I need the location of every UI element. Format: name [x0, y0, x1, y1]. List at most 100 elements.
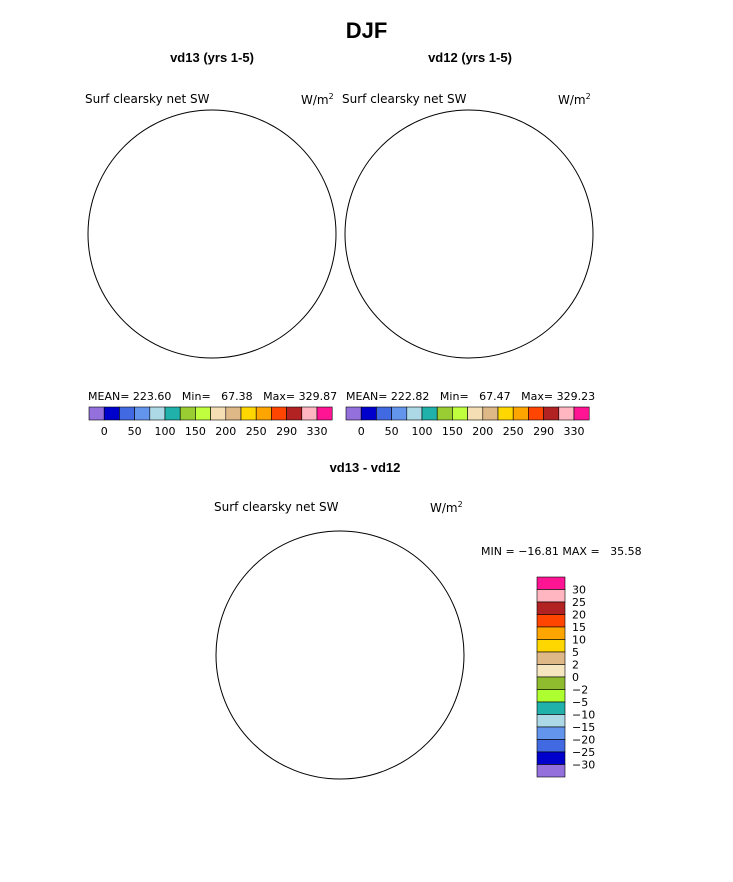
diff-colorbar-swatch: [536, 751, 566, 765]
panel2-max-label: Max=: [521, 390, 554, 403]
panel2-colorbar-swatch: [421, 406, 438, 421]
panel1-ocean-field: [300, 344, 336, 358]
diff-colorbar-tick-label: −20: [572, 734, 595, 747]
panel1-colorbar-swatch: [103, 406, 120, 421]
panel1-colorbar-tick-label: 200: [215, 425, 236, 438]
panel2-colorbar-tick-label: 50: [385, 425, 399, 438]
panel1-plateau-minimum: [187, 196, 267, 274]
diff-colorbar-swatch: [536, 676, 566, 690]
diff-colorbar-tick-label: −30: [572, 759, 595, 772]
diff-colorbar-swatch: [536, 701, 566, 715]
panel1-min-value: 67.38: [221, 390, 253, 403]
diff-colorbar-tick-label: −2: [572, 684, 588, 697]
diff-colorbar-tick-label: 15: [572, 621, 586, 634]
panel2-colorbar-swatch: [436, 406, 453, 421]
panel2-min-value: 67.47: [479, 390, 511, 403]
panel2-plateau-minimum: [447, 198, 525, 272]
panel1-colorbar-swatch: [210, 406, 227, 421]
panel1-colorbar-tick-label: 0: [101, 425, 108, 438]
panel2-colorbar-swatch: [360, 406, 377, 421]
diff-colorbar-swatch: [536, 689, 566, 703]
panel1-colorbar-tick-label: 50: [128, 425, 142, 438]
diff-colorbar-tick-label: 5: [572, 646, 579, 659]
panel1-coastline: [140, 176, 302, 320]
diff-colorbar-tick-label: 25: [572, 596, 586, 609]
panel1-colorbar-tick-label: 150: [185, 425, 206, 438]
panel1-colorbar-tick-label: 330: [307, 425, 328, 438]
diff-negative-anomaly: [298, 579, 326, 631]
diff-min-label: MIN =: [481, 545, 515, 558]
panel1-colorbar-swatch: [255, 406, 272, 421]
panel1-colorbar-swatch: [134, 406, 151, 421]
diff-colorbar-tick-label: −15: [572, 721, 595, 734]
diff-map: [210, 531, 470, 785]
panel2-colorbar-tick-label: 200: [472, 425, 493, 438]
panel2-map: [345, 110, 593, 358]
panel2-colorbar-swatch: [452, 406, 468, 421]
panel1-colorbar-swatch: [225, 406, 242, 421]
diff-max-label: MAX =: [562, 545, 600, 558]
panel1-colorbar-swatch: [119, 406, 135, 421]
diff-colorbar-tick-label: 0: [572, 671, 579, 684]
panel1-min-label: Min=: [181, 390, 211, 403]
panel2-max-value: 329.23: [556, 390, 596, 403]
panel2-colorbar-swatch: [391, 406, 408, 421]
panel2-title: vd12 (yrs 1-5): [428, 50, 512, 65]
panel2-colorbar-swatch: [573, 406, 590, 421]
panel1-colorbar: 0 50 100 150 200 250 290 330: [88, 406, 333, 438]
panel2-colorbar-swatch: [482, 406, 499, 421]
panel1-units-label: W/m2: [301, 92, 334, 107]
panel1-antarctica-plateau: [140, 176, 302, 320]
panel2-min-label: Min=: [439, 390, 469, 403]
panel2-colorbar-tick-label: 290: [533, 425, 554, 438]
panel1-colorbar-swatch: [88, 406, 105, 421]
panel1-title: vd13 (yrs 1-5): [170, 50, 254, 65]
diff-variable-label: Surf clearsky net SW: [214, 500, 339, 514]
diff-border: [215, 530, 465, 780]
diff-colorbar-tick-label: −5: [572, 696, 588, 709]
panel2-colorbar-tick-label: 330: [564, 425, 585, 438]
diff-colorbar-tick-label: 20: [572, 609, 586, 622]
diff-colorbar-swatch: [536, 764, 566, 778]
panel1-colorbar-tick-label: 100: [155, 425, 176, 438]
panel2-colorbar-swatch: [558, 406, 575, 421]
panel2-colorbar: 0 50 100 150 200 250 290 330: [345, 406, 590, 438]
diff-max-value: 35.58: [610, 545, 642, 558]
panel2-mean-value: 222.82: [390, 390, 430, 403]
panel1-colorbar-swatch: [179, 406, 196, 421]
diff-coastline: [273, 588, 435, 732]
panel1-variable-label: Surf clearsky net SW: [85, 92, 210, 106]
diff-colorbar-tick-label: −10: [572, 709, 595, 722]
panel2-mean-label: MEAN=: [346, 390, 388, 403]
panel1-colorbar-swatch: [316, 406, 333, 421]
diff-background-field: [216, 531, 464, 779]
panel2-colorbar-swatch: [512, 406, 529, 421]
page-title: DJF: [345, 18, 388, 43]
diff-colorbar-swatch: [536, 589, 566, 603]
panel1-colorbar-swatch: [149, 406, 166, 421]
panel1-colorbar-swatch: [271, 406, 287, 421]
diff-colorbar-tick-label: 30: [572, 584, 586, 597]
panel1-max-label: Max=: [263, 390, 296, 403]
diff-colorbar-swatch: [536, 651, 566, 665]
panel2-antarctica-plateau: [397, 176, 559, 320]
diff-colorbar-swatch: [536, 739, 566, 753]
panel1-border: [87, 109, 337, 359]
panel1-max-value: 329.87: [298, 390, 338, 403]
diff-colorbar-swatch: [536, 664, 566, 678]
panel1-colorbar-swatch: [301, 406, 318, 421]
panel2-coastline: [397, 176, 559, 320]
diff-colorbar-swatch: [536, 714, 566, 728]
panel2-colorbar-swatch: [543, 406, 560, 421]
panel2-border: [344, 109, 594, 359]
diff-colorbar-tick-label: 2: [572, 659, 579, 672]
diff-min-value: −16.81: [518, 545, 559, 558]
panel1-colorbar-swatch: [286, 406, 303, 421]
panel2-variable-label: Surf clearsky net SW: [342, 92, 467, 106]
panel1-colorbar-swatch: [195, 406, 211, 421]
panel2-ocean-field: [345, 110, 593, 358]
panel2-colorbar-tick-label: 150: [442, 425, 463, 438]
panel1-map: [140, 176, 336, 358]
diff-colorbar-swatch: [536, 626, 566, 640]
panel2-colorbar-swatch: [345, 406, 362, 421]
